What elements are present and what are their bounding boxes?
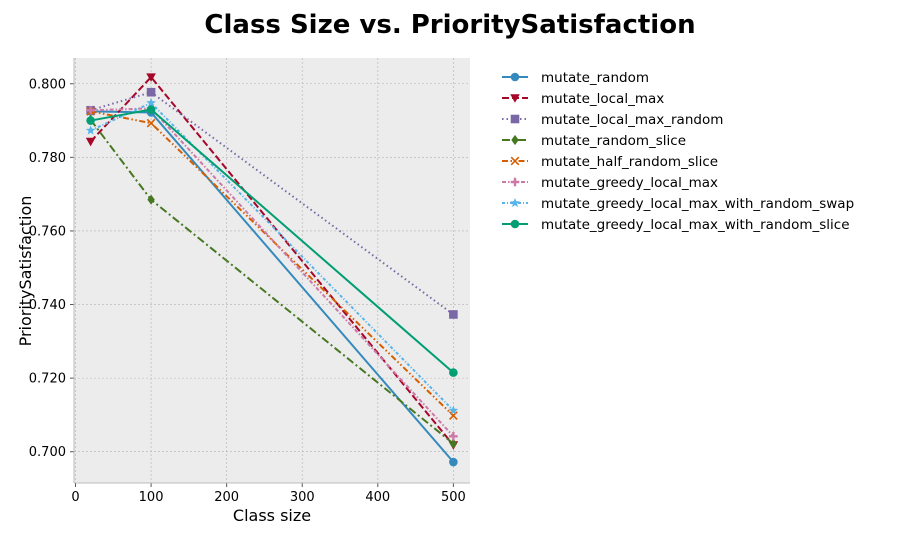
legend-marker: [510, 72, 520, 82]
legend-item: mutate_random: [502, 70, 649, 86]
data-point: [449, 368, 458, 377]
data-point: [146, 97, 156, 108]
legend-item: mutate_greedy_local_max: [502, 175, 718, 191]
legend-marker: [511, 134, 519, 146]
data-point: [86, 105, 95, 115]
y-axis-ticks: 0.700 0.720 0.740 0.760 0.780 0.800: [29, 77, 74, 460]
x-tick-label: 100: [139, 490, 164, 505]
x-tick-label: 0: [71, 490, 79, 505]
legend: mutate_random mutate_local_max mutate_loca…: [502, 70, 854, 233]
data-point: [449, 431, 458, 441]
x-axis-label: Class size: [233, 506, 311, 525]
legend-marker: [510, 94, 520, 103]
y-tick-label: 0.720: [29, 372, 66, 387]
legend-item: mutate_local_max: [502, 91, 664, 107]
series-line: [89, 76, 455, 446]
y-axis-label: PrioritySatisfaction: [16, 196, 35, 347]
legend-label: mutate_random: [541, 70, 649, 86]
y-tick-label: 0.740: [29, 298, 66, 313]
plot-area: [74, 58, 470, 483]
x-tick-label: 400: [365, 490, 390, 505]
data-point: [146, 105, 156, 114]
legend-item: mutate_local_max_random: [502, 112, 723, 128]
data-point: [449, 438, 458, 449]
x-tick-label: 500: [441, 490, 466, 505]
x-axis-ticks: 0 100 200 300 400 500: [71, 483, 466, 505]
series-mutate_greedy_local_max_with_random_swap: [85, 97, 459, 415]
data-point: [146, 118, 156, 128]
legend-label: mutate_greedy_local_max_with_random_swap: [541, 196, 854, 212]
series-mutate_greedy_local_max_with_random_slice: [86, 105, 458, 377]
data-point: [449, 457, 458, 467]
legend-item: mutate_greedy_local_max_with_random_swap: [502, 196, 854, 212]
series-layer: [85, 73, 459, 467]
data-point: [146, 73, 156, 82]
data-point: [449, 310, 458, 319]
y-tick-label: 0.780: [29, 151, 66, 166]
y-tick-label: 0.800: [29, 77, 66, 92]
legend-item: mutate_greedy_local_max_with_random_slic…: [502, 217, 850, 233]
data-point: [146, 87, 156, 97]
legend-label: mutate_half_random_slice: [541, 154, 718, 170]
x-tick-label: 200: [214, 490, 239, 505]
data-point: [86, 116, 95, 125]
x-tick-label: 300: [290, 490, 315, 505]
y-tick-label: 0.760: [29, 224, 66, 239]
legend-item: mutate_random_slice: [502, 133, 686, 149]
data-point: [85, 125, 96, 135]
data-point: [448, 405, 459, 415]
y-tick-label: 0.700: [29, 445, 66, 460]
legend-label: mutate_local_max_random: [541, 112, 723, 128]
legend-marker: [510, 114, 520, 124]
legend-marker: [510, 219, 520, 229]
series-line: [90, 110, 455, 417]
legend-item: mutate_half_random_slice: [502, 154, 718, 170]
legend-label: mutate_greedy_local_max_with_random_slic…: [541, 217, 850, 233]
legend-marker: [510, 197, 520, 208]
legend-label: mutate_random_slice: [541, 133, 686, 149]
chart-title: Class Size vs. PrioritySatisfaction: [204, 10, 695, 40]
legend-label: mutate_local_max: [541, 91, 664, 107]
data-point: [85, 137, 96, 147]
legend-marker: [510, 156, 520, 166]
legend-label: mutate_greedy_local_max: [541, 175, 718, 191]
legend-marker: [510, 177, 520, 187]
data-point: [147, 194, 155, 205]
